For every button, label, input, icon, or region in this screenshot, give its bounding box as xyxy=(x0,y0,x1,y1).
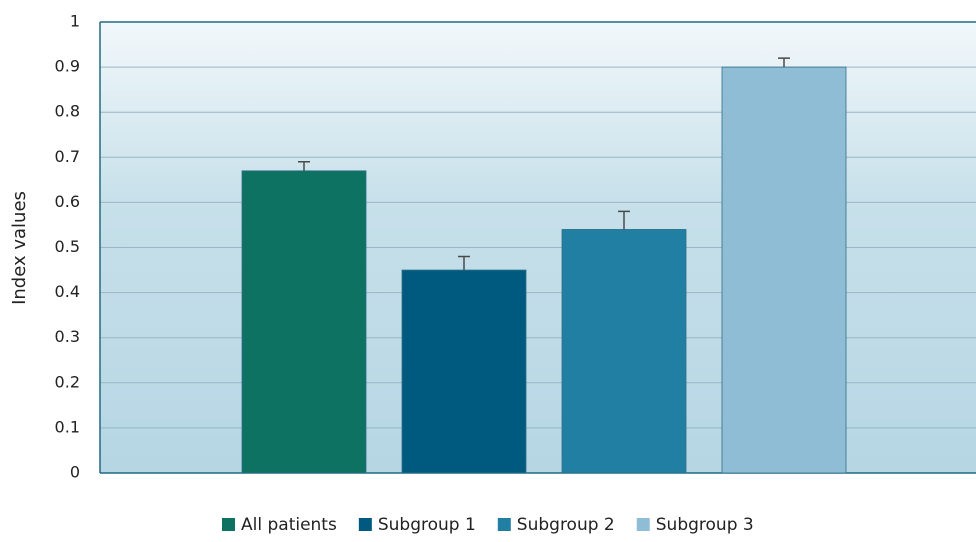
bar xyxy=(241,170,367,474)
error-bar xyxy=(298,161,310,171)
y-axis-label: Index values xyxy=(9,191,30,305)
y-tick-label: 0.2 xyxy=(55,372,80,391)
error-bar xyxy=(778,57,790,68)
legend-label: Subgroup 1 xyxy=(378,515,476,535)
legend-label: Subgroup 3 xyxy=(656,515,754,535)
y-tick-label: 0.6 xyxy=(55,192,80,211)
bar xyxy=(721,66,847,474)
y-tick-label: 0.3 xyxy=(55,327,80,346)
bar xyxy=(561,229,687,474)
bar xyxy=(401,269,527,474)
y-tick-label: 0 xyxy=(70,463,80,482)
y-tick-label: 0.1 xyxy=(55,417,80,436)
error-bar xyxy=(618,210,630,230)
legend-swatch xyxy=(636,518,650,531)
error-bar xyxy=(458,255,470,271)
y-tick-label: 0.7 xyxy=(55,147,80,166)
y-tick-label: 0.8 xyxy=(55,102,80,121)
legend-swatch xyxy=(497,518,511,531)
y-tick-label: 0.9 xyxy=(55,57,80,76)
y-tick-label: 0.4 xyxy=(55,282,80,301)
y-tick-label: 1 xyxy=(70,12,80,31)
y-tick-label: 0.5 xyxy=(55,237,80,256)
legend-label: All patients xyxy=(241,515,337,535)
legend-swatch xyxy=(358,518,372,531)
legend-swatch xyxy=(222,518,235,531)
legend-label: Subgroup 2 xyxy=(517,515,615,535)
